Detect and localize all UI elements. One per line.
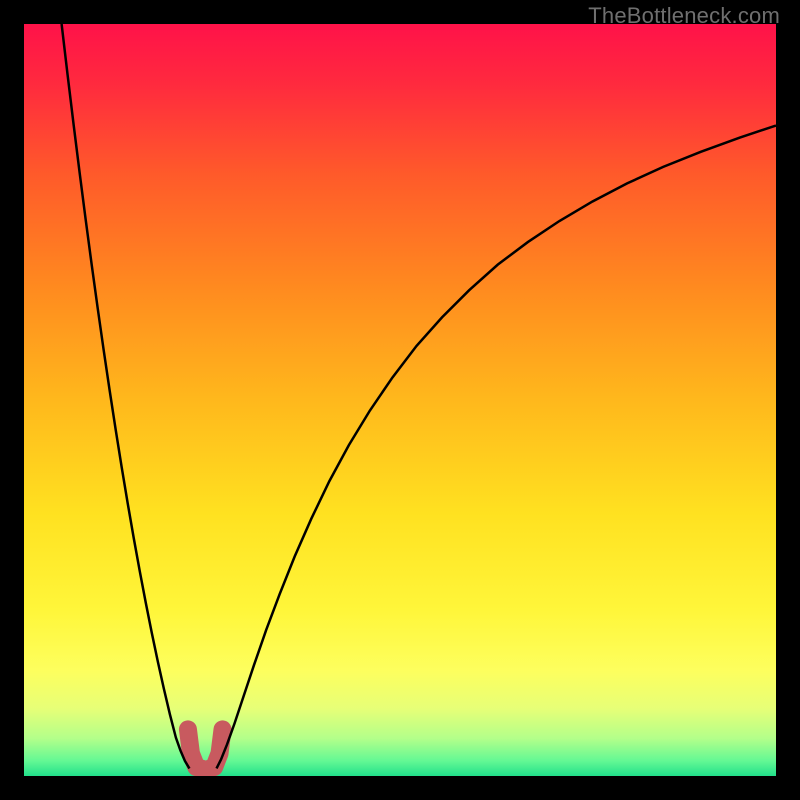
watermark-text: TheBottleneck.com: [588, 3, 780, 29]
plot-area: [24, 24, 776, 776]
plot-svg: [24, 24, 776, 776]
gradient-background: [24, 24, 776, 776]
